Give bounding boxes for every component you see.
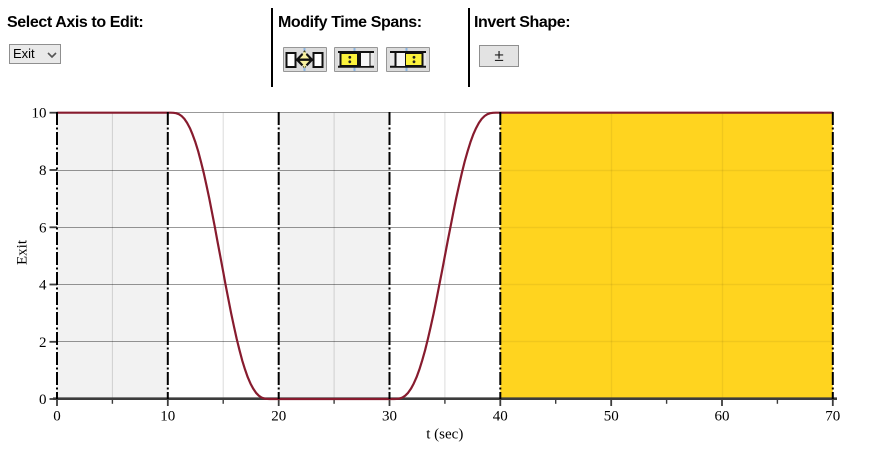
svg-text:0: 0 <box>53 409 61 425</box>
svg-text:10: 10 <box>160 409 175 425</box>
svg-text:40: 40 <box>493 409 508 425</box>
svg-text:6: 6 <box>39 220 47 236</box>
svg-text:2: 2 <box>39 335 47 351</box>
svg-text:30: 30 <box>382 409 397 425</box>
svg-text:20: 20 <box>271 409 286 425</box>
svg-text:8: 8 <box>39 163 47 179</box>
svg-text:Exit: Exit <box>15 239 31 265</box>
svg-text:0: 0 <box>39 392 47 408</box>
svg-text:70: 70 <box>825 409 840 425</box>
svg-text:60: 60 <box>715 409 730 425</box>
svg-text:10: 10 <box>32 106 47 122</box>
svg-text:4: 4 <box>39 278 47 294</box>
svg-text:t (sec): t (sec) <box>426 427 463 443</box>
svg-text:50: 50 <box>604 409 619 425</box>
